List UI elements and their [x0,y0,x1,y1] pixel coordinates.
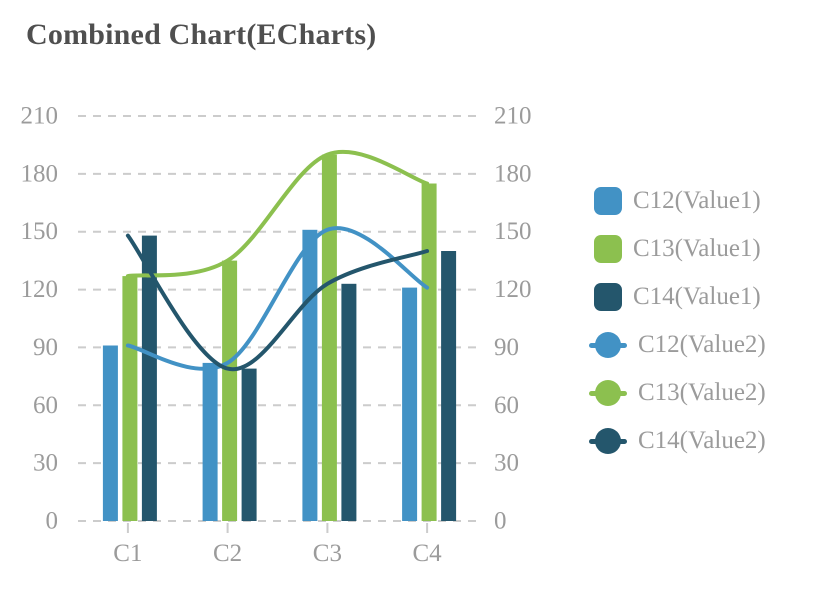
y-axis-label-right: 0 [494,508,507,535]
legend-line-dot [595,380,621,406]
legend-label: C12(Value2) [638,331,766,358]
line-C13(Value2)[interactable] [125,150,430,279]
legend-bar-swatch-icon [594,283,622,311]
bar-C13(Value1)[interactable] [321,154,337,521]
legend-line-circle-icon [589,331,627,359]
legend-item-c13-value2-[interactable]: C13(Value2) [589,379,766,407]
legend-label: C12(Value1) [633,187,761,214]
y-axis-label-left: 150 [21,218,59,245]
legend-label: C14(Value2) [638,427,766,454]
bar-C13(Value1)[interactable] [122,276,138,521]
legend-line-dot [595,332,621,358]
legend-label: C14(Value1) [633,283,761,310]
bar-C12(Value1)[interactable] [202,362,218,521]
bar-C14(Value1)[interactable] [441,251,457,521]
bar-C13(Value1)[interactable] [421,183,437,522]
legend-line-dot [595,428,621,454]
y-axis-label-left: 210 [21,103,59,130]
y-axis-label-left: 0 [46,508,59,535]
legend-label: C13(Value2) [638,379,766,406]
legend-line-circle-icon [589,427,627,455]
y-axis-label-left: 180 [21,160,59,187]
legend-item-c14-value2-[interactable]: C14(Value2) [589,427,766,455]
x-axis-label: C1 [113,540,142,567]
bar-C14(Value1)[interactable] [341,283,357,521]
bar-C13(Value1)[interactable] [222,260,238,521]
bar-C12(Value1)[interactable] [302,229,318,522]
bar-C14(Value1)[interactable] [241,368,257,521]
x-axis-label: C2 [213,540,242,567]
legend-bar-swatch-icon [594,187,622,215]
y-axis-label-left: 30 [33,450,58,477]
y-axis-label-left: 60 [33,392,58,419]
bar-C12(Value1)[interactable] [402,287,418,521]
legend: C12(Value1) C13(Value1) C14(Value1) C12(Val… [589,187,766,455]
legend-label: C13(Value1) [633,235,761,262]
legend-line-circle-icon [589,379,627,407]
y-axis-label-right: 150 [494,218,532,245]
legend-item-c12-value1-[interactable]: C12(Value1) [594,187,766,215]
bar-C12(Value1)[interactable] [102,345,118,522]
chart-title: Combined Chart(ECharts) [26,18,377,51]
line-C12(Value2)[interactable] [125,226,430,371]
legend-item-c12-value2-[interactable]: C12(Value2) [589,331,766,359]
y-axis-label-right: 90 [494,334,519,361]
y-axis-label-right: 30 [494,450,519,477]
y-axis-label-right: 60 [494,392,519,419]
bar-C14(Value1)[interactable] [141,235,157,521]
legend-bar-swatch-icon [594,235,622,263]
y-axis-label-left: 90 [33,334,58,361]
y-axis-label-right: 180 [494,160,532,187]
y-axis-label-right: 120 [494,276,532,303]
legend-item-c14-value1-[interactable]: C14(Value1) [594,283,766,311]
y-axis-label-left: 120 [21,276,59,303]
y-axis-label-right: 210 [494,103,532,130]
legend-item-c13-value1-[interactable]: C13(Value1) [594,235,766,263]
x-axis-label: C3 [313,540,342,567]
x-axis-label: C4 [413,540,443,567]
line-C14(Value2)[interactable] [125,233,430,372]
